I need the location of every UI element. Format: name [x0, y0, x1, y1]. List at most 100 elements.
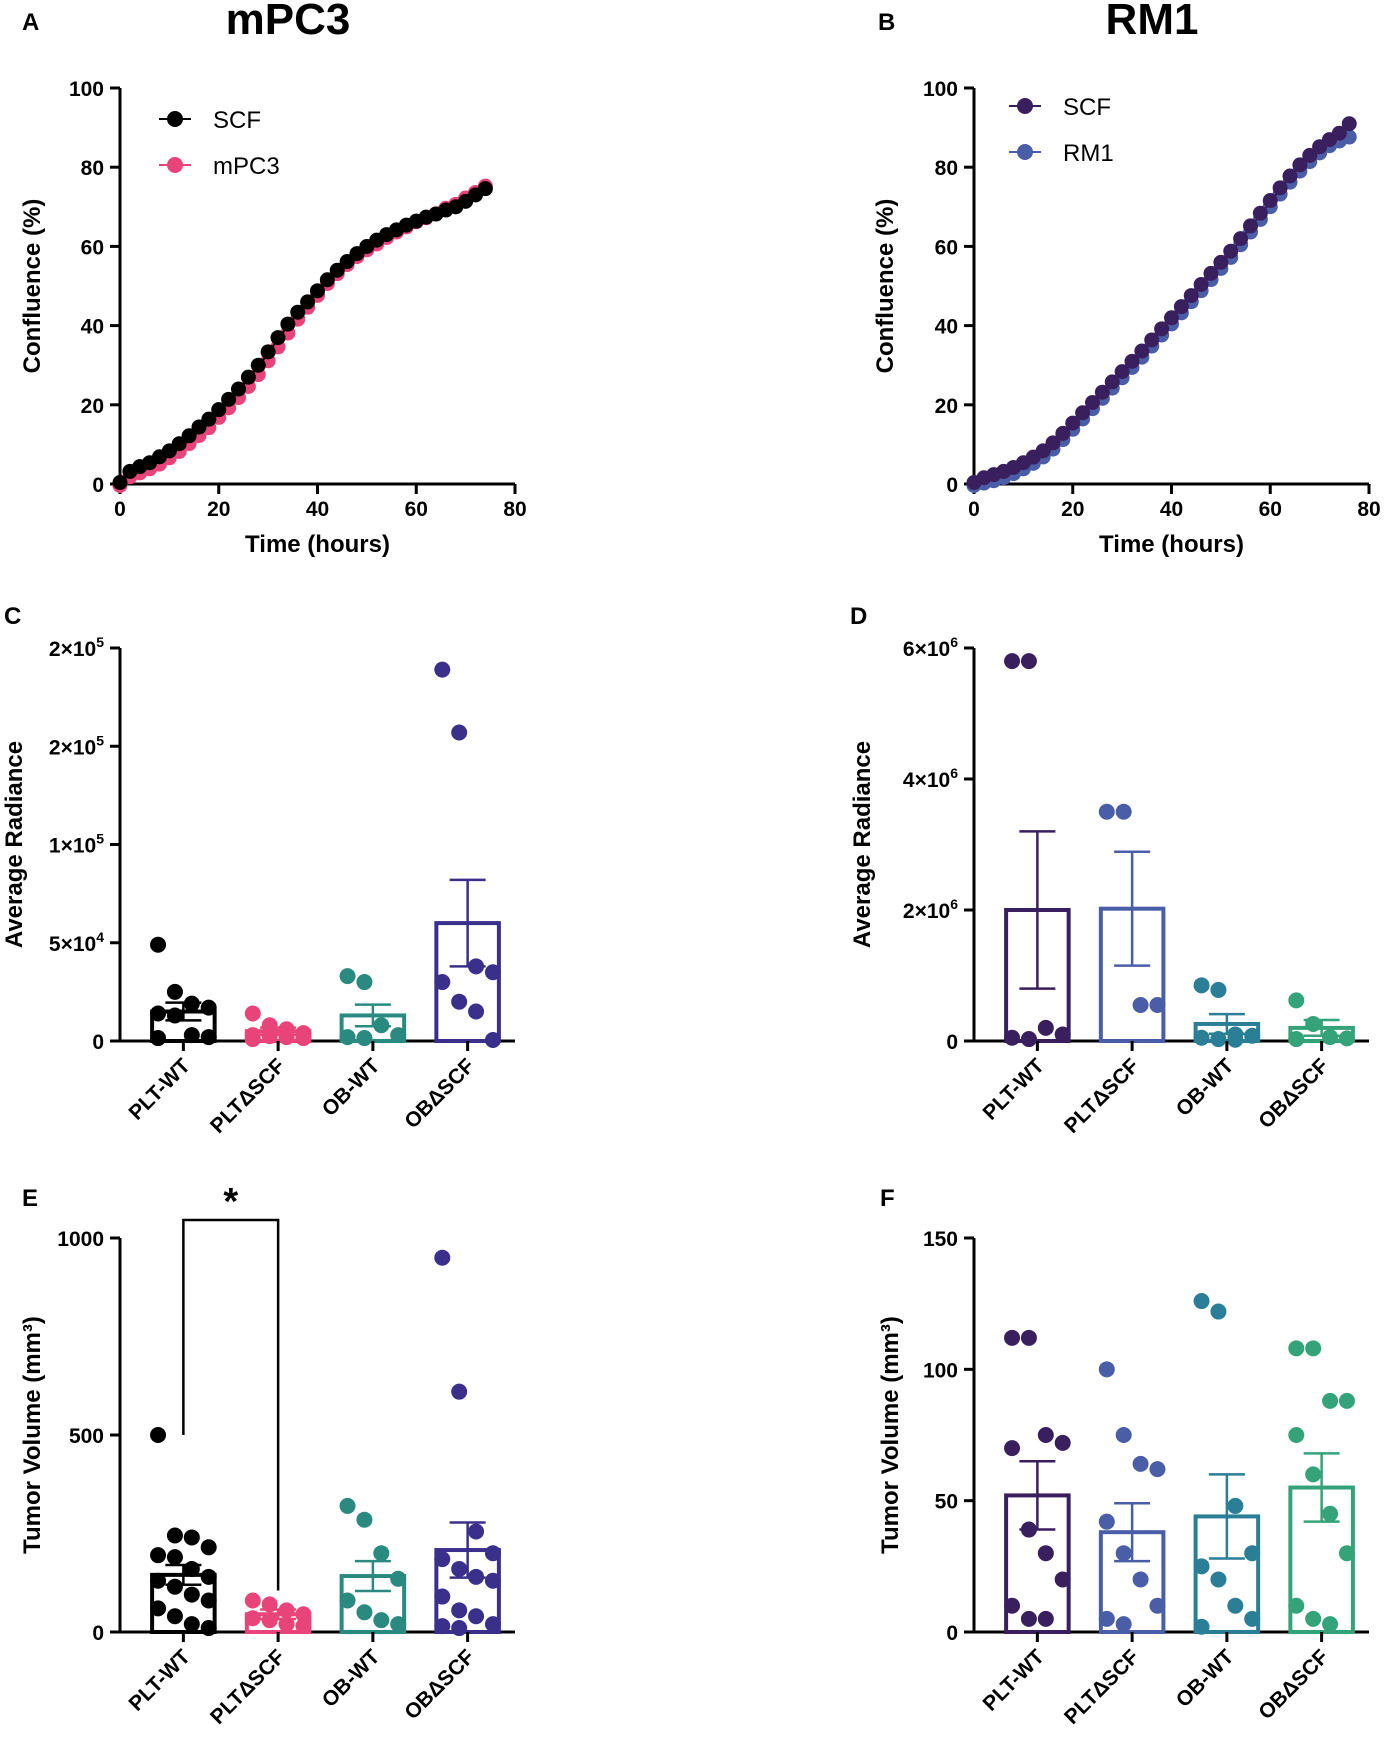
x-tick-label-d: OBΔSCF	[1254, 1054, 1333, 1133]
y-tick-label-f: 100	[923, 1359, 958, 1382]
data-point-d-0	[1037, 1019, 1054, 1036]
data-point-e-2	[339, 1592, 356, 1609]
x-tick-label-e: OBΔSCF	[400, 1645, 479, 1724]
y-axis-label-c: Average Radiance	[1, 741, 28, 948]
data-point-e-2	[373, 1545, 390, 1562]
data-point-f-1	[1132, 1571, 1149, 1588]
significance-star-e: *	[223, 1181, 238, 1223]
data-point-a-1	[112, 475, 128, 490]
y-tick-label-b: 80	[935, 157, 958, 180]
data-point-e-2	[390, 1570, 407, 1587]
x-tick-label-b: 40	[1160, 498, 1183, 521]
x-tick-label-b: 0	[968, 498, 980, 521]
data-point-b-1	[1134, 343, 1150, 359]
x-tick-label-a: 60	[405, 498, 428, 521]
data-point-c-2	[373, 1017, 390, 1034]
x-tick-label-e: PLT-WT	[124, 1645, 195, 1716]
data-point-e-3	[451, 1560, 468, 1577]
data-point-a-1	[319, 272, 335, 288]
data-point-e-3	[434, 1618, 451, 1635]
data-point-e-0	[183, 1586, 200, 1603]
data-point-e-2	[390, 1616, 407, 1633]
data-point-c-0	[183, 995, 200, 1012]
data-point-a-1	[260, 344, 276, 360]
data-point-e-3	[468, 1523, 485, 1540]
data-point-d-1	[1149, 996, 1166, 1013]
y-tick-label-a: 60	[81, 236, 104, 259]
data-point-b-1	[1173, 299, 1189, 315]
legend-marker-a	[167, 157, 183, 173]
data-point-e-3	[451, 1602, 468, 1619]
data-point-b-1	[1124, 353, 1140, 369]
y-tick-label-c: 1×105	[49, 831, 104, 858]
data-point-b-1	[1114, 364, 1130, 380]
data-point-e-1	[244, 1610, 261, 1627]
y-tick-label-e: 0	[92, 1622, 104, 1645]
data-point-e-1	[295, 1618, 312, 1635]
data-point-f-0	[1054, 1571, 1071, 1588]
data-point-b-1	[1213, 254, 1229, 270]
y-tick-label-c: 2×105	[49, 634, 104, 661]
data-point-f-1	[1132, 1455, 1149, 1472]
data-point-b-1	[1272, 180, 1288, 196]
data-point-a-1	[270, 330, 286, 346]
data-point-f-3	[1288, 1427, 1305, 1443]
data-point-e-0	[166, 1527, 183, 1544]
x-tick-label-b: 80	[1357, 498, 1380, 521]
data-point-e-0	[200, 1568, 217, 1585]
panel-a-chart: 0 20 40 60 80 100 Confluence (%) 0 20 40 60 80 Time …	[19, 78, 527, 558]
y-tick-label-d: 6×106	[903, 634, 958, 661]
data-point-f-2	[1193, 1618, 1210, 1635]
data-point-c-3	[451, 993, 468, 1010]
data-point-f-1	[1149, 1597, 1166, 1614]
x-tick-label-c: PLT-WT	[124, 1054, 195, 1125]
x-tick-label-d: OB-WT	[1172, 1054, 1239, 1121]
data-point-f-3	[1305, 1340, 1322, 1357]
data-point-f-0	[1004, 1440, 1021, 1457]
data-point-c-1	[261, 1028, 278, 1045]
data-point-d-0	[1004, 1029, 1021, 1046]
data-point-f-3	[1322, 1392, 1339, 1409]
data-point-c-2	[356, 974, 373, 991]
y-tick-label-e: 1000	[57, 1228, 104, 1251]
legend-marker-a	[167, 111, 183, 127]
y-axis-label-e: Tumor Volume (mm³)	[19, 1316, 46, 1554]
y-tick-label-b: 40	[935, 316, 958, 339]
data-point-a-1	[300, 294, 316, 310]
data-point-e-0	[150, 1547, 167, 1564]
x-axis-label-a: Time (hours)	[245, 531, 390, 558]
data-point-a-1	[329, 262, 345, 278]
data-point-f-3	[1338, 1392, 1355, 1409]
data-point-f-2	[1227, 1497, 1244, 1514]
data-point-e-0	[200, 1620, 217, 1637]
x-tick-label-e: PLTΔSCF	[206, 1645, 290, 1729]
data-point-c-3	[434, 974, 451, 991]
data-point-d-3	[1322, 1029, 1339, 1046]
data-point-e-1	[261, 1596, 278, 1613]
data-point-d-3	[1288, 1031, 1305, 1048]
x-tick-label-a: 0	[114, 498, 126, 521]
x-tick-label-f: OB-WT	[1172, 1645, 1239, 1712]
data-point-c-0	[166, 1007, 183, 1024]
data-point-a-1	[280, 316, 296, 332]
data-point-b-1	[1075, 405, 1091, 421]
y-tick-label-c: 5×104	[49, 929, 104, 956]
data-point-e-0	[150, 1600, 167, 1617]
data-point-f-1	[1115, 1427, 1132, 1443]
data-point-e-2	[356, 1604, 373, 1621]
y-axis-label-b: Confluence (%)	[872, 199, 899, 374]
y-tick-label-b: 0	[946, 474, 958, 497]
data-point-c-3	[484, 1032, 501, 1049]
data-point-f-2	[1210, 1303, 1227, 1320]
data-point-c-1	[244, 1031, 261, 1048]
legend-label-b: SCF	[1063, 94, 1111, 121]
data-point-b-1	[1233, 231, 1249, 247]
x-tick-label-c: OB-WT	[318, 1054, 385, 1121]
x-tick-label-f: PLTΔSCF	[1060, 1645, 1144, 1729]
data-point-d-0	[1020, 653, 1037, 670]
panel-d-chart: 0 2×106 4×106 6×106 Average Radiance PLT-WT PL…	[849, 634, 1369, 1138]
data-point-f-1	[1115, 1616, 1132, 1633]
data-point-c-0	[166, 983, 183, 1000]
data-point-f-3	[1322, 1505, 1339, 1522]
data-point-c-1	[295, 1030, 312, 1047]
